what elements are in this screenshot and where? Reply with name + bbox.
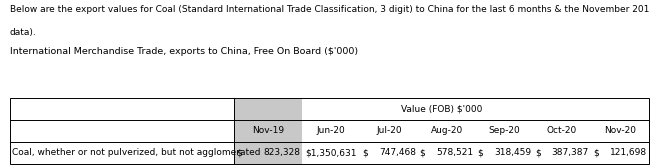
Text: 747,468: 747,468 <box>379 148 416 157</box>
Text: 823,328: 823,328 <box>263 148 300 157</box>
Text: 121,698: 121,698 <box>610 148 647 157</box>
Text: 318,459: 318,459 <box>494 148 531 157</box>
Text: Oct-20: Oct-20 <box>547 126 577 135</box>
Text: Jun-20: Jun-20 <box>317 126 346 135</box>
Text: 578,521: 578,521 <box>436 148 473 157</box>
Text: Nov-19: Nov-19 <box>252 126 284 135</box>
Text: $1,350,631: $1,350,631 <box>306 148 357 157</box>
Text: $: $ <box>593 148 599 157</box>
Text: 387,387: 387,387 <box>552 148 589 157</box>
Text: Sep-20: Sep-20 <box>488 126 520 135</box>
Text: Below are the export values for Coal (Standard International Trade Classificatio: Below are the export values for Coal (St… <box>10 5 650 14</box>
Text: Jul-20: Jul-20 <box>376 126 402 135</box>
Text: Coal, whether or not pulverized, but not agglomerated: Coal, whether or not pulverized, but not… <box>12 148 261 157</box>
Text: Aug-20: Aug-20 <box>430 126 463 135</box>
Text: International Merchandise Trade, exports to China, Free On Board ($'000): International Merchandise Trade, exports… <box>10 47 358 56</box>
Text: Nov-20: Nov-20 <box>604 126 636 135</box>
Text: $: $ <box>420 148 426 157</box>
Text: $: $ <box>535 148 541 157</box>
Text: $: $ <box>236 148 242 157</box>
Bar <box>10 98 649 164</box>
Text: $: $ <box>477 148 483 157</box>
Text: Value (FOB) $'000: Value (FOB) $'000 <box>400 104 482 113</box>
Text: $: $ <box>362 148 368 157</box>
Text: data).: data). <box>10 28 36 37</box>
Bar <box>234 98 302 164</box>
